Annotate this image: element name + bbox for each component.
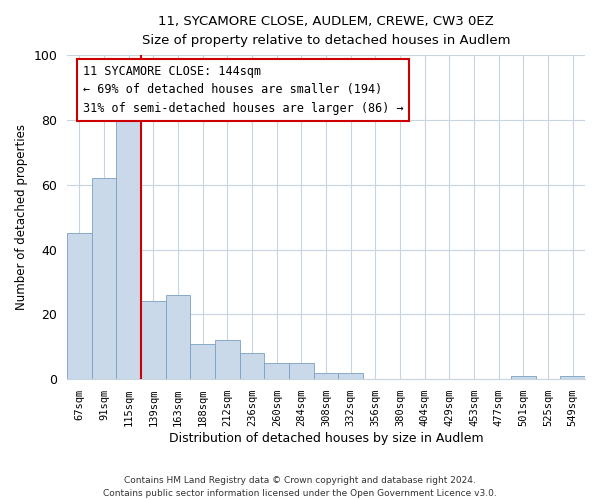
Title: 11, SYCAMORE CLOSE, AUDLEM, CREWE, CW3 0EZ
Size of property relative to detached: 11, SYCAMORE CLOSE, AUDLEM, CREWE, CW3 0… — [142, 15, 511, 47]
Bar — [215, 340, 240, 379]
Bar — [92, 178, 116, 379]
Text: 11 SYCAMORE CLOSE: 144sqm
← 69% of detached houses are smaller (194)
31% of semi: 11 SYCAMORE CLOSE: 144sqm ← 69% of detac… — [83, 65, 403, 115]
Bar — [116, 104, 141, 379]
Bar — [67, 234, 92, 379]
Bar — [240, 354, 265, 379]
Bar — [511, 376, 536, 379]
Bar — [166, 295, 190, 379]
X-axis label: Distribution of detached houses by size in Audlem: Distribution of detached houses by size … — [169, 432, 484, 445]
Bar — [289, 363, 314, 379]
Bar — [141, 302, 166, 379]
Y-axis label: Number of detached properties: Number of detached properties — [15, 124, 28, 310]
Bar — [190, 344, 215, 379]
Bar — [265, 363, 289, 379]
Bar — [560, 376, 585, 379]
Bar — [314, 372, 338, 379]
Bar — [338, 372, 363, 379]
Text: Contains HM Land Registry data © Crown copyright and database right 2024.
Contai: Contains HM Land Registry data © Crown c… — [103, 476, 497, 498]
